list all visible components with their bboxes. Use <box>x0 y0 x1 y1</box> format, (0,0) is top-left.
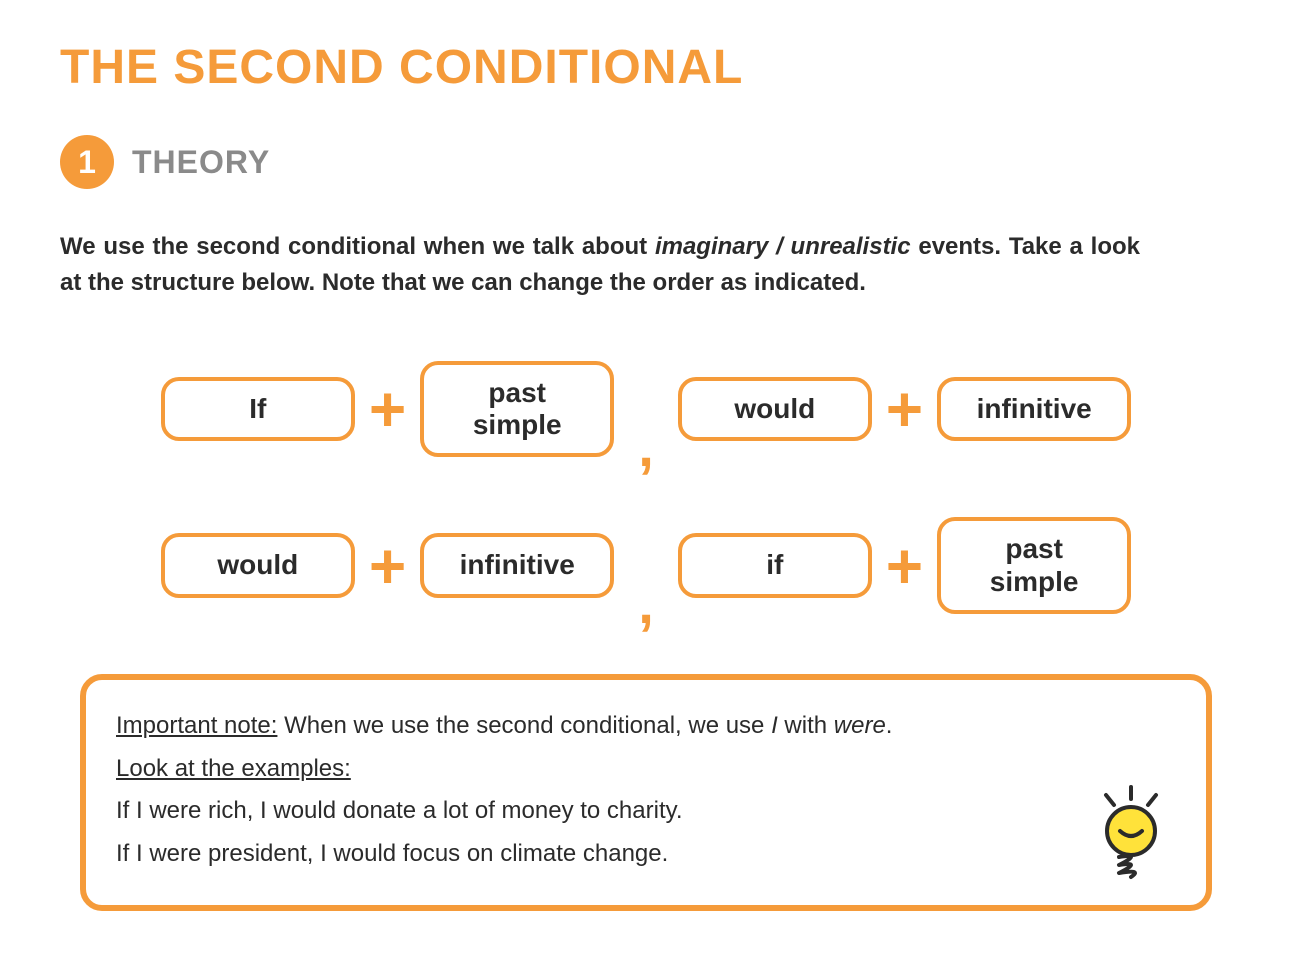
page-title: THE SECOND CONDITIONAL <box>60 40 1232 95</box>
note-important-line: Important note: When we use the second c… <box>116 706 976 747</box>
comma-icon: , <box>624 576 668 632</box>
note-important-end: . <box>886 712 893 739</box>
formula-box: pastsimple <box>937 517 1131 613</box>
plus-icon: + <box>365 377 410 441</box>
important-note-box: Important note: When we use the second c… <box>80 674 1212 911</box>
formula-box: If <box>161 377 355 441</box>
note-important-i: I <box>771 712 778 739</box>
formula-box: infinitive <box>420 533 614 597</box>
formula-box: if <box>678 533 872 597</box>
section-label: THEORY <box>132 144 270 181</box>
note-important-were: were <box>834 712 886 739</box>
lightbulb-icon <box>1086 785 1176 885</box>
section-number-badge: 1 <box>60 135 114 189</box>
intro-text: We use the second conditional when we ta… <box>60 229 1140 301</box>
section-header: 1 THEORY <box>60 135 1232 189</box>
formula-box: infinitive <box>937 377 1131 441</box>
formula-box: would <box>161 533 355 597</box>
formula-box: pastsimple <box>420 361 614 457</box>
formula-container: If + pastsimple , would + infinitive wou… <box>90 361 1202 614</box>
plus-icon: + <box>882 534 927 598</box>
formula-box: would <box>678 377 872 441</box>
note-important-label: Important note: <box>116 712 277 739</box>
note-important-mid: with <box>778 712 834 739</box>
note-examples-label: Look at the examples: <box>116 755 351 782</box>
comma-icon: , <box>624 419 668 475</box>
formula-row-1: If + pastsimple , would + infinitive <box>90 361 1202 457</box>
intro-pre: We use the second conditional when we ta… <box>60 233 655 260</box>
formula-row-2: would + infinitive , if + pastsimple <box>90 517 1202 613</box>
note-important-pre: When we use the second conditional, we u… <box>277 712 771 739</box>
plus-icon: + <box>882 377 927 441</box>
note-example-1: If I were rich, I would donate a lot of … <box>116 791 976 832</box>
note-examples-label-line: Look at the examples: <box>116 749 976 790</box>
intro-italic: imaginary / unrealistic <box>655 233 911 260</box>
plus-icon: + <box>365 534 410 598</box>
note-example-2: If I were president, I would focus on cl… <box>116 834 976 875</box>
